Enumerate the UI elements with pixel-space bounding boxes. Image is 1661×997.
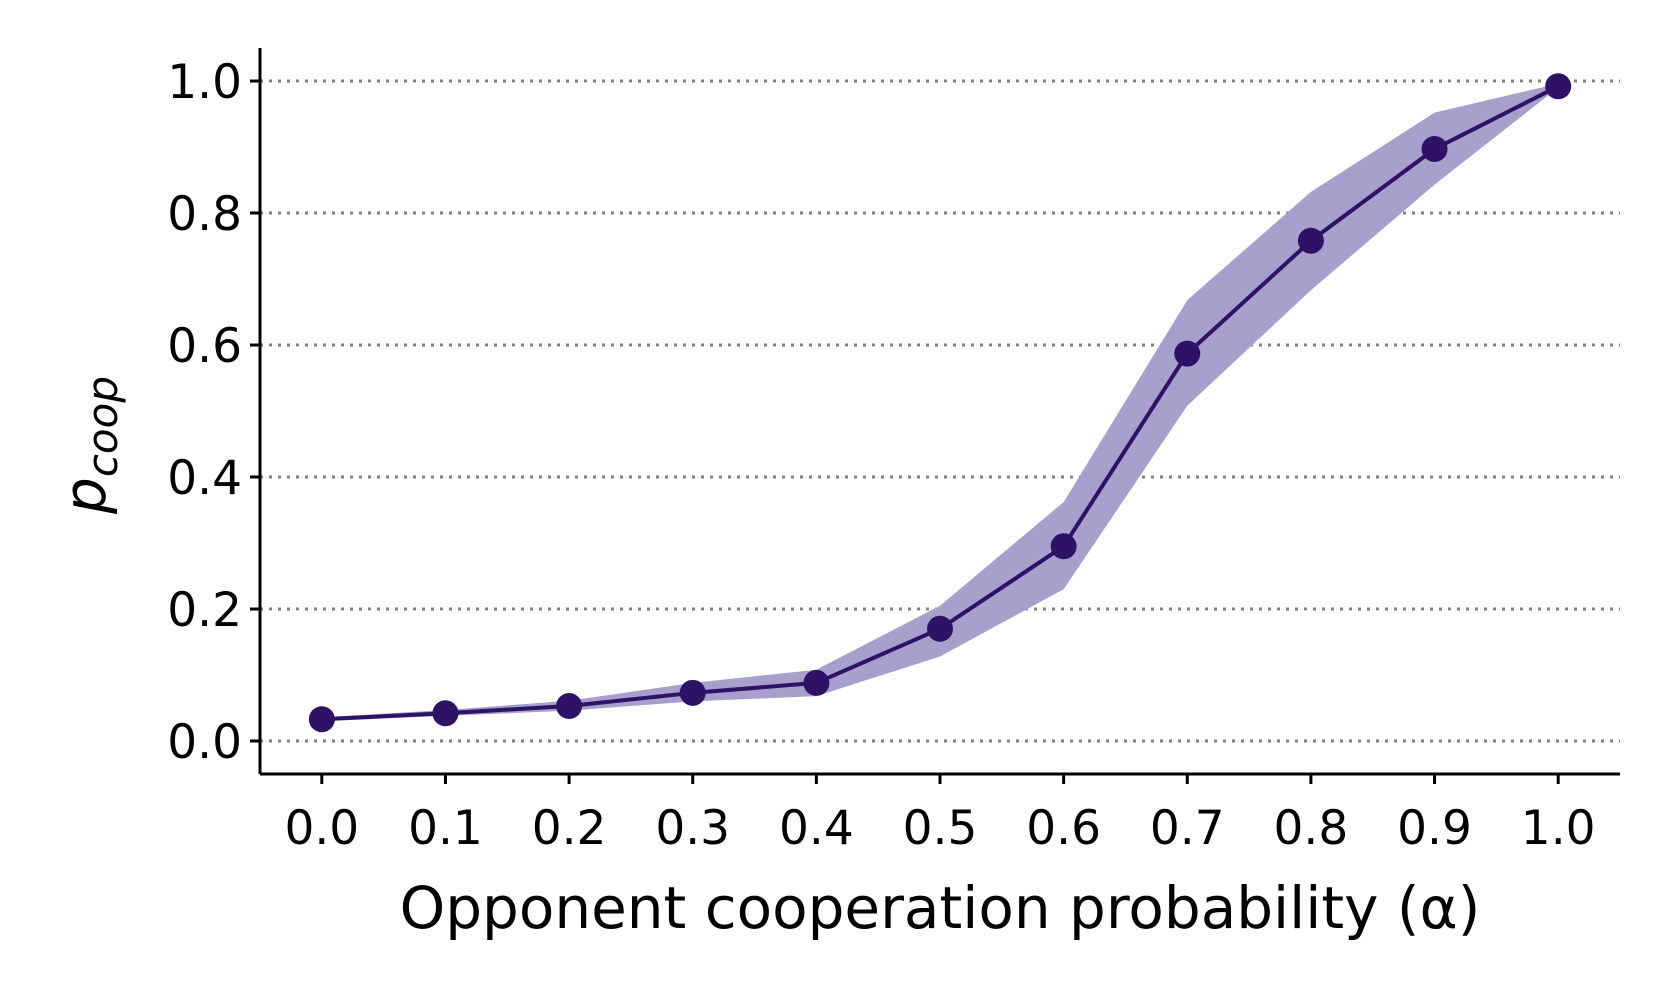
data-point (1421, 135, 1448, 162)
y-tick-label: 0.4 (167, 451, 242, 506)
data-point (432, 700, 459, 727)
y-axis-label-main: p (51, 477, 119, 515)
x-tick-label: 0.8 (1274, 801, 1349, 856)
x-tick-label: 0.4 (779, 801, 854, 856)
data-point (556, 693, 583, 720)
data-point (927, 615, 953, 642)
x-tick-label: 0.6 (1026, 801, 1101, 856)
x-tick-label: 0.7 (1150, 801, 1225, 856)
x-tick-label: 0.1 (408, 801, 483, 856)
y-tick-label: 0.2 (167, 583, 242, 638)
data-point (1174, 340, 1201, 367)
x-axis-label: Opponent cooperation probability (α) (400, 874, 1481, 942)
y-tick-label: 0.6 (167, 319, 242, 374)
x-tick-label: 0.5 (903, 801, 978, 856)
x-tick-label: 1.0 (1521, 801, 1596, 856)
x-tick-label: 0.3 (655, 801, 730, 856)
x-tick-label: 0.9 (1397, 801, 1472, 856)
x-tick-label: 0.0 (284, 801, 359, 856)
data-point (1050, 533, 1077, 560)
y-tick-label: 1.0 (167, 55, 242, 110)
data-point (679, 679, 706, 706)
y-tick-label: 0.0 (167, 715, 242, 770)
data-point (1545, 73, 1572, 100)
gridlines (260, 79, 1620, 743)
data-point (1297, 227, 1324, 254)
data-point (803, 669, 830, 696)
data-points-layer (308, 73, 1572, 733)
y-axis-label: pcoop (51, 376, 127, 515)
y-tick-label: 0.8 (167, 187, 242, 242)
x-ticks: 0.0 0.1 0.2 0.3 0.4 0.5 0.6 0.7 0.8 0.9 1.0 (284, 774, 1596, 856)
y-ticks: 0.0 0.2 0.4 0.6 0.8 1.0 (167, 55, 260, 770)
x-tick-label: 0.2 (532, 801, 607, 856)
data-point (308, 706, 335, 733)
y-axis-label-subscript: coop (78, 376, 127, 477)
